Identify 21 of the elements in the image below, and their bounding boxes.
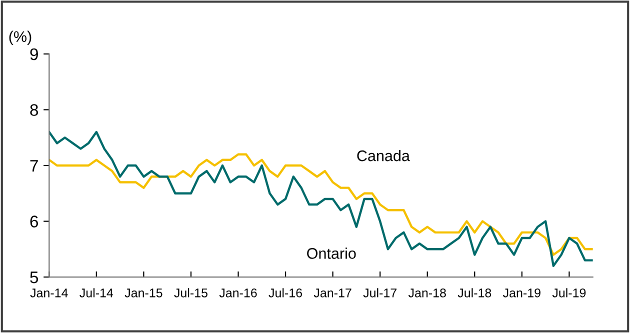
x-tick-label: Jan-14: [30, 288, 68, 298]
y-tick-label: 8: [30, 104, 38, 116]
y-tick-label: 9: [30, 48, 38, 60]
y-tick-label: 7: [30, 160, 38, 172]
y-tick-label: 5: [30, 272, 38, 284]
y-tick-label: 6: [30, 216, 38, 228]
x-tick-label: Jul-17: [363, 288, 396, 298]
series-label: Ontario: [307, 248, 356, 259]
y-axis-title: (%): [9, 30, 32, 46]
x-tick-label: Jan-17: [314, 288, 352, 298]
x-tick-label: Jul-14: [80, 288, 114, 298]
x-tick-label: Jan-19: [503, 288, 540, 298]
x-tick-label: Jul-15: [174, 288, 208, 298]
x-tick-label: Jul-19: [552, 288, 586, 298]
series-label: Canada: [357, 150, 410, 162]
x-tick-label: Jan-16: [219, 288, 257, 298]
line-series: [49, 130, 593, 268]
x-tick-label: Jan-15: [124, 288, 162, 298]
x-tick-label: Jul-16: [268, 288, 302, 298]
x-tick-label: Jul-18: [458, 288, 492, 298]
x-tick-label: Jan-18: [408, 288, 446, 298]
